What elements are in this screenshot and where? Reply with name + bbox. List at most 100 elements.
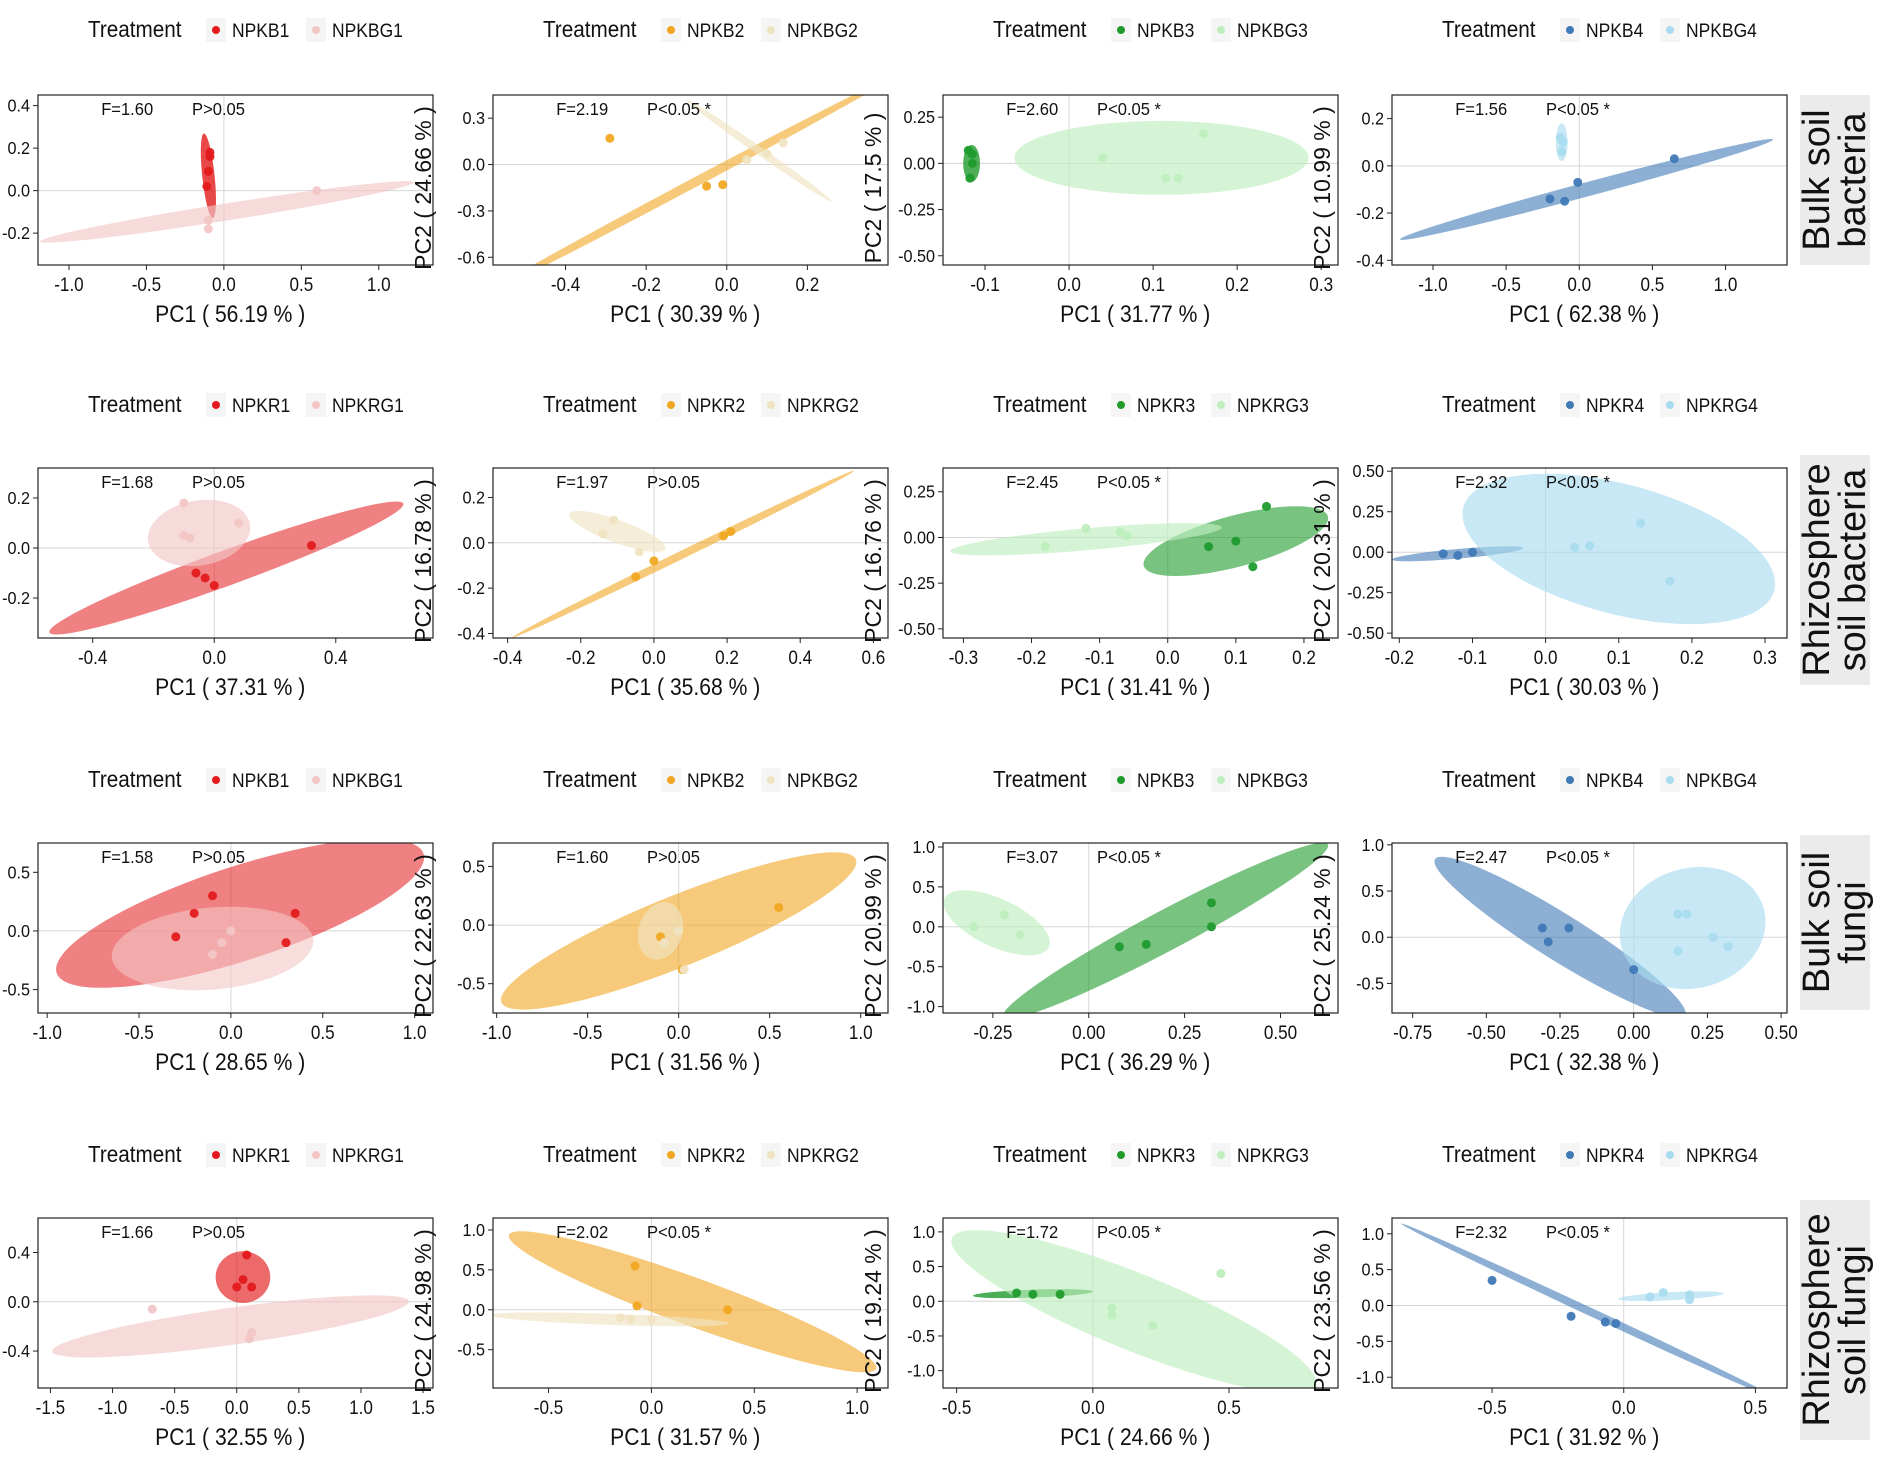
plot-border bbox=[37, 842, 434, 1014]
data-point bbox=[179, 498, 189, 508]
confidence-ellipse bbox=[1002, 843, 1329, 1013]
x-tick-label: 0.2 bbox=[1292, 647, 1316, 668]
legend-label: NPKBG4 bbox=[1686, 19, 1757, 41]
y-tick-label: -0.2 bbox=[457, 578, 485, 598]
x-tick-label: 0.1 bbox=[1607, 647, 1631, 668]
data-point bbox=[1573, 177, 1583, 187]
y-tick-label: -1.0 bbox=[907, 1361, 935, 1381]
x-tick-label: 0.0 bbox=[667, 1022, 691, 1043]
f-statistic: F=2.19 bbox=[556, 98, 608, 119]
legend: Treatment NPKR4 NPKRG4 bbox=[1442, 1141, 1758, 1167]
confidence-ellipse bbox=[569, 510, 666, 552]
x-tick-label: 1.5 bbox=[411, 1397, 435, 1418]
x-tick-label: -0.4 bbox=[493, 647, 522, 668]
f-statistic: F=1.97 bbox=[556, 471, 608, 492]
x-tick-label: 0.6 bbox=[861, 647, 885, 668]
legend-marker bbox=[312, 1151, 320, 1159]
data-point bbox=[726, 526, 736, 536]
f-statistic: F=1.72 bbox=[1006, 1221, 1058, 1242]
y-tick-label: 0.4 bbox=[7, 1243, 30, 1263]
pca-panel: Treatment NPKB3 NPKBG3 -0.1 0.0 0.1 0.2 0.3 -0.5… bbox=[860, 16, 1339, 327]
p-value: P<0.05 * bbox=[1546, 846, 1610, 867]
x-axis-label: PC1 ( 24.66 % ) bbox=[1060, 1424, 1210, 1451]
legend: Treatment NPKB3 NPKBG3 bbox=[993, 16, 1308, 42]
x-tick-label: 0.5 bbox=[758, 1022, 782, 1043]
data-point bbox=[626, 1314, 636, 1324]
legend-label: NPKRG4 bbox=[1686, 394, 1758, 416]
legend-label: NPKRG2 bbox=[787, 394, 859, 416]
confidence-ellipse bbox=[1400, 138, 1774, 240]
data-point bbox=[1438, 549, 1448, 559]
row-label: soil fungi bbox=[1832, 1245, 1874, 1395]
x-tick-label: 0.2 bbox=[715, 647, 739, 668]
data-point bbox=[1040, 542, 1050, 552]
data-point bbox=[1206, 922, 1216, 932]
legend-marker bbox=[667, 776, 675, 784]
row-label: fungi bbox=[1832, 881, 1874, 963]
p-value: P<0.05 * bbox=[647, 98, 711, 119]
legend-label: NPKBG1 bbox=[332, 769, 403, 791]
x-tick-label: 0.5 bbox=[1744, 1397, 1768, 1418]
plot-area bbox=[1392, 1218, 1787, 1388]
legend-marker bbox=[312, 401, 320, 409]
pca-panel: Treatment NPKR4 NPKRG4 -0.5 0.0 0.5 -1.0 -0.5 0.… bbox=[1309, 1141, 1788, 1450]
y-tick-label: 0.0 bbox=[912, 917, 935, 937]
x-axis-label: PC1 ( 31.41 % ) bbox=[1060, 674, 1210, 701]
x-tick-label: 1.0 bbox=[403, 1022, 427, 1043]
data-point bbox=[202, 181, 212, 191]
confidence-ellipse bbox=[943, 890, 1050, 956]
y-axis-label: PC2 ( 22.63 % ) bbox=[410, 854, 436, 1018]
x-axis-label: PC1 ( 32.55 % ) bbox=[155, 1424, 305, 1451]
legend: Treatment NPKR2 NPKRG2 bbox=[543, 1141, 859, 1167]
y-tick-label: -0.2 bbox=[2, 588, 30, 608]
x-tick-label: -0.2 bbox=[1385, 647, 1414, 668]
x-tick-label: -0.2 bbox=[631, 274, 660, 295]
y-tick-label: 0.00 bbox=[903, 154, 935, 174]
legend-marker bbox=[212, 776, 220, 784]
y-tick-label: -0.4 bbox=[1356, 251, 1384, 271]
data-point bbox=[1566, 1311, 1576, 1321]
y-tick-label: 0.3 bbox=[462, 108, 485, 128]
data-point bbox=[1560, 196, 1570, 206]
plot-border bbox=[37, 467, 434, 639]
y-tick-label: -0.5 bbox=[1356, 974, 1384, 994]
y-tick-label: -0.50 bbox=[898, 619, 935, 639]
x-tick-label: -0.5 bbox=[132, 274, 161, 295]
y-tick-label: -0.5 bbox=[1356, 1332, 1384, 1352]
y-axis-label: PC2 ( 24.98 % ) bbox=[410, 1229, 436, 1393]
pca-panel: Treatment NPKB2 NPKBG2 -1.0 -0.5 0.0 0.5 1.0 -0.… bbox=[410, 766, 889, 1075]
confidence-ellipse bbox=[52, 1295, 409, 1358]
data-point bbox=[247, 1282, 257, 1292]
y-axis-label: PC2 ( 23.56 % ) bbox=[1309, 1229, 1335, 1393]
pca-panel: Treatment NPKR3 NPKRG3 -0.3 -0.2 -0.1 0.0 0.1 0.… bbox=[860, 391, 1339, 701]
legend-title: Treatment bbox=[88, 391, 182, 417]
x-tick-label: 0.5 bbox=[289, 274, 313, 295]
y-tick-label: -0.50 bbox=[1347, 623, 1384, 643]
f-statistic: F=1.60 bbox=[101, 98, 153, 119]
legend-label: NPKB4 bbox=[1586, 769, 1643, 791]
y-axis-label: PC2 ( 10.99 % ) bbox=[1309, 106, 1335, 270]
y-tick-label: -0.5 bbox=[457, 974, 485, 994]
legend-label: NPKB2 bbox=[687, 769, 744, 791]
legend-title: Treatment bbox=[88, 16, 182, 42]
legend-marker bbox=[1217, 776, 1225, 784]
data-point bbox=[742, 155, 752, 165]
confidence-ellipse bbox=[493, 95, 888, 265]
x-tick-label: 1.0 bbox=[849, 1022, 873, 1043]
f-statistic: F=2.47 bbox=[1455, 846, 1507, 867]
data-point bbox=[967, 158, 977, 168]
legend-label: NPKBG2 bbox=[787, 19, 858, 41]
data-point bbox=[1487, 1275, 1497, 1285]
data-point bbox=[967, 149, 977, 159]
legend-label: NPKR1 bbox=[232, 394, 290, 416]
data-point bbox=[598, 529, 608, 539]
data-point bbox=[1564, 923, 1574, 933]
pca-panel: Treatment NPKB4 NPKBG4 -0.75 -0.50 -0.25 0.00 0… bbox=[1309, 766, 1798, 1075]
legend-marker bbox=[1217, 26, 1225, 34]
data-point bbox=[1708, 932, 1718, 942]
confidence-ellipse bbox=[493, 1312, 730, 1327]
legend: Treatment NPKB4 NPKBG4 bbox=[1442, 16, 1757, 42]
pca-panel: Treatment NPKB3 NPKBG3 -0.25 0.00 0.25 0.50 -1.… bbox=[860, 766, 1339, 1075]
y-tick-label: 0.2 bbox=[1361, 109, 1384, 129]
